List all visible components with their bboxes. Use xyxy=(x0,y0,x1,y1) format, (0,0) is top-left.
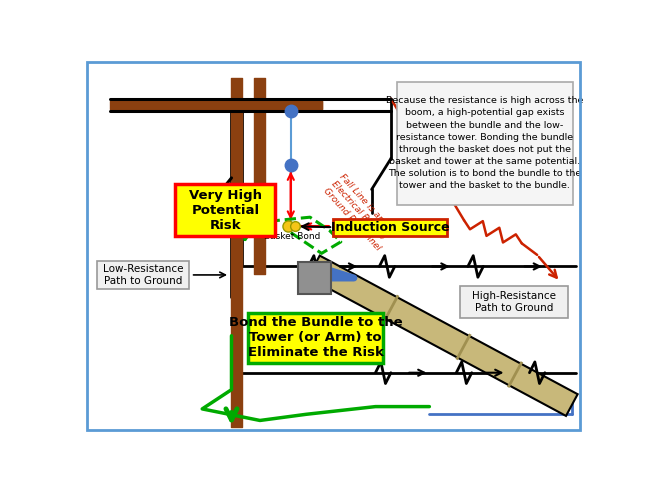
Text: Because the resistance is high across the
boom, a high-potential gap exists
betw: Because the resistance is high across th… xyxy=(386,96,584,190)
FancyBboxPatch shape xyxy=(176,184,276,236)
FancyBboxPatch shape xyxy=(298,262,331,294)
Text: Low-Resistance
Path to Ground: Low-Resistance Path to Ground xyxy=(103,264,183,286)
Text: Very High
Potential
Risk: Very High Potential Risk xyxy=(189,189,262,232)
Polygon shape xyxy=(308,256,578,416)
FancyBboxPatch shape xyxy=(97,261,189,289)
FancyBboxPatch shape xyxy=(248,313,384,363)
FancyBboxPatch shape xyxy=(460,285,568,318)
Text: High-Resistance
Path to Ground: High-Resistance Path to Ground xyxy=(472,291,556,313)
Text: Bond the Bundle to the
Tower (or Arm) to
Eliminate the Risk: Bond the Bundle to the Tower (or Arm) to… xyxy=(229,316,402,359)
Text: Fall Line is an
Electrical Risk to
Ground Personnel: Fall Line is an Electrical Risk to Groun… xyxy=(322,173,398,252)
Text: Induction Source: Induction Source xyxy=(331,221,449,234)
Text: Basket Bond: Basket Bond xyxy=(264,232,320,241)
FancyBboxPatch shape xyxy=(333,219,447,236)
FancyBboxPatch shape xyxy=(397,81,573,205)
